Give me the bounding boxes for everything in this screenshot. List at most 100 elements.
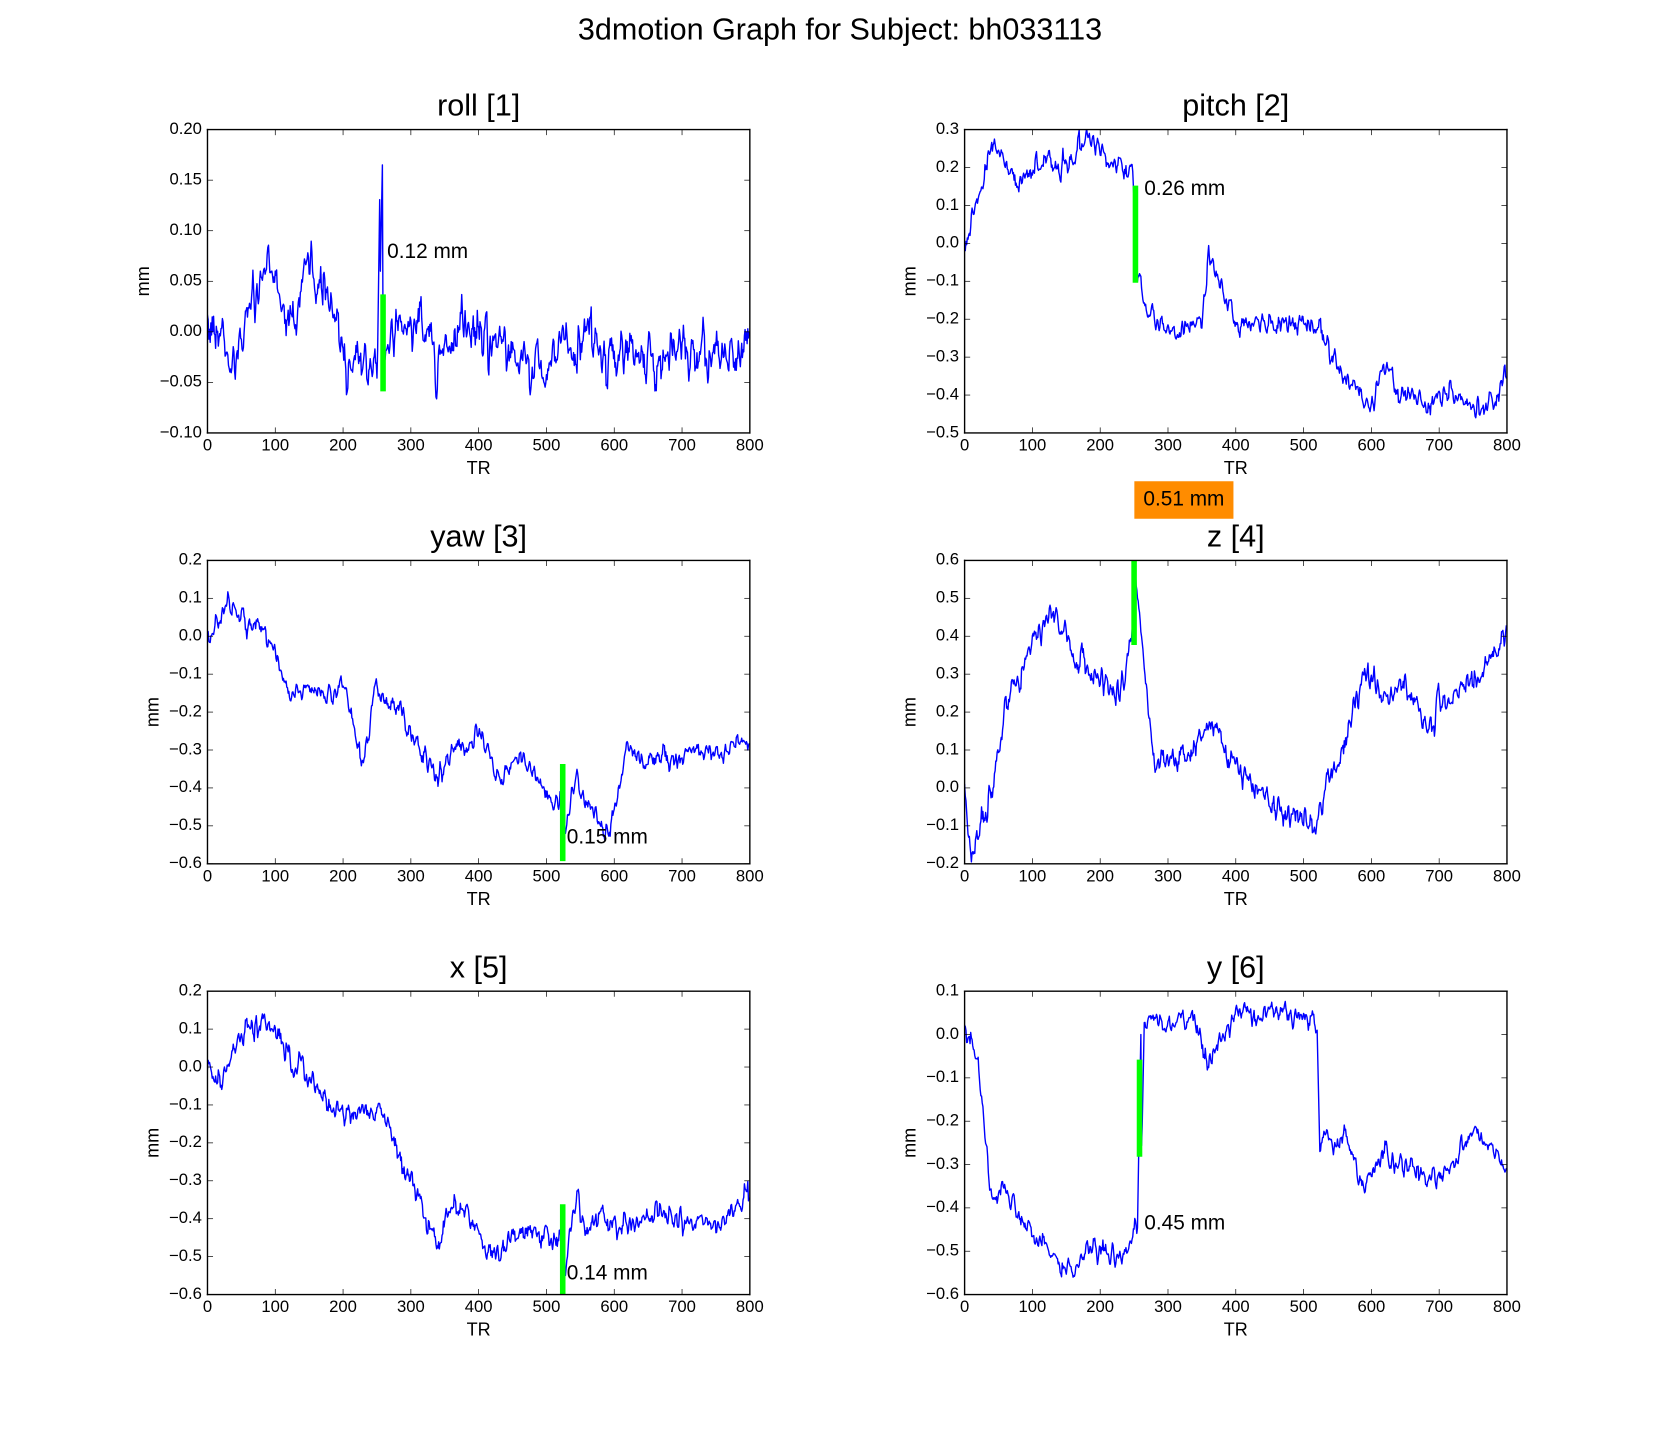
svg-text:200: 200 [1086,436,1114,455]
svg-text:600: 600 [600,436,628,455]
svg-text:300: 300 [1154,436,1182,455]
svg-text:0.1: 0.1 [936,739,959,758]
svg-text:0.1: 0.1 [936,980,959,999]
svg-text:−0.5: −0.5 [169,815,202,834]
svg-text:−0.6: −0.6 [169,853,202,872]
svg-text:0: 0 [203,866,212,885]
svg-text:400: 400 [465,866,493,885]
svg-text:400: 400 [1222,866,1250,885]
svg-text:200: 200 [329,866,357,885]
svg-text:500: 500 [533,1297,561,1316]
svg-text:600: 600 [600,866,628,885]
svg-text:0.2: 0.2 [936,157,959,176]
svg-text:300: 300 [397,1297,425,1316]
svg-text:800: 800 [736,436,764,455]
svg-text:0: 0 [203,1297,212,1316]
svg-text:−0.5: −0.5 [926,1241,959,1260]
svg-text:200: 200 [329,1297,357,1316]
svg-text:0.10: 0.10 [170,220,202,239]
svg-text:700: 700 [668,866,696,885]
svg-text:700: 700 [1425,866,1453,885]
svg-text:800: 800 [736,1297,764,1316]
svg-text:mm: mm [899,1128,919,1158]
svg-text:−0.6: −0.6 [169,1284,202,1303]
svg-text:400: 400 [465,436,493,455]
svg-text:0.0: 0.0 [936,1024,959,1043]
svg-text:0.0: 0.0 [179,1056,202,1075]
svg-text:600: 600 [1357,436,1385,455]
svg-text:TR: TR [467,889,491,909]
svg-text:100: 100 [1019,1297,1047,1316]
svg-text:0.26 mm: 0.26 mm [1144,177,1225,200]
svg-text:500: 500 [1290,866,1318,885]
svg-text:−0.2: −0.2 [926,853,959,872]
svg-text:−0.1: −0.1 [169,663,202,682]
svg-text:400: 400 [1222,436,1250,455]
svg-text:−0.5: −0.5 [169,1246,202,1265]
svg-text:300: 300 [1154,866,1182,885]
svg-text:y [6]: y [6] [1207,950,1265,984]
svg-text:z [4]: z [4] [1207,520,1265,554]
svg-text:mm: mm [899,697,919,727]
svg-text:0.00: 0.00 [170,321,202,340]
svg-text:−0.2: −0.2 [926,1111,959,1130]
svg-text:TR: TR [1224,889,1248,909]
svg-text:500: 500 [1290,1297,1318,1316]
svg-text:100: 100 [261,1297,289,1316]
svg-text:−0.10: −0.10 [160,422,202,441]
svg-text:0.1: 0.1 [179,588,202,607]
svg-text:x [5]: x [5] [450,950,508,984]
svg-text:−0.4: −0.4 [169,777,202,796]
svg-text:0.3: 0.3 [936,119,959,138]
svg-text:3dmotion Graph for Subject: bh: 3dmotion Graph for Subject: bh033113 [578,12,1102,46]
svg-text:0: 0 [960,436,969,455]
svg-text:300: 300 [397,436,425,455]
svg-text:−0.1: −0.1 [169,1094,202,1113]
svg-text:−0.4: −0.4 [926,1197,959,1216]
svg-text:−0.1: −0.1 [926,271,959,290]
svg-text:0.1: 0.1 [179,1018,202,1037]
svg-text:0.20: 0.20 [170,119,202,138]
svg-text:400: 400 [465,1297,493,1316]
svg-text:800: 800 [1493,436,1521,455]
svg-text:roll [1]: roll [1] [437,89,520,123]
svg-text:mm: mm [142,697,162,727]
svg-text:0.05: 0.05 [170,271,202,290]
svg-text:800: 800 [1493,866,1521,885]
svg-text:0.3: 0.3 [936,663,959,682]
svg-text:0: 0 [203,436,212,455]
svg-text:800: 800 [736,866,764,885]
svg-text:0.15 mm: 0.15 mm [567,825,648,848]
svg-text:−0.1: −0.1 [926,815,959,834]
svg-text:TR: TR [467,458,491,478]
svg-text:0.0: 0.0 [936,777,959,796]
svg-text:700: 700 [1425,1297,1453,1316]
svg-text:−0.5: −0.5 [926,422,959,441]
svg-text:0.15: 0.15 [170,169,202,188]
svg-text:600: 600 [1357,866,1385,885]
svg-text:0.5: 0.5 [936,588,959,607]
svg-text:300: 300 [1154,1297,1182,1316]
svg-text:−0.3: −0.3 [169,1170,202,1189]
svg-text:100: 100 [1019,436,1047,455]
svg-text:100: 100 [1019,866,1047,885]
svg-text:800: 800 [1493,1297,1521,1316]
svg-text:0.0: 0.0 [936,233,959,252]
svg-text:0: 0 [960,1297,969,1316]
svg-text:700: 700 [1425,436,1453,455]
svg-text:0.14 mm: 0.14 mm [567,1261,648,1284]
svg-text:0: 0 [960,866,969,885]
svg-text:300: 300 [397,866,425,885]
svg-text:mm: mm [133,266,153,296]
svg-text:700: 700 [668,1297,696,1316]
svg-text:−0.3: −0.3 [926,1154,959,1173]
svg-text:mm: mm [142,1128,162,1158]
svg-text:pitch [2]: pitch [2] [1182,89,1289,123]
svg-text:500: 500 [533,866,561,885]
svg-text:100: 100 [261,866,289,885]
svg-text:−0.4: −0.4 [169,1208,202,1227]
svg-text:−0.2: −0.2 [169,1132,202,1151]
svg-text:−0.6: −0.6 [926,1284,959,1303]
svg-text:600: 600 [1357,1297,1385,1316]
svg-text:500: 500 [1290,436,1318,455]
